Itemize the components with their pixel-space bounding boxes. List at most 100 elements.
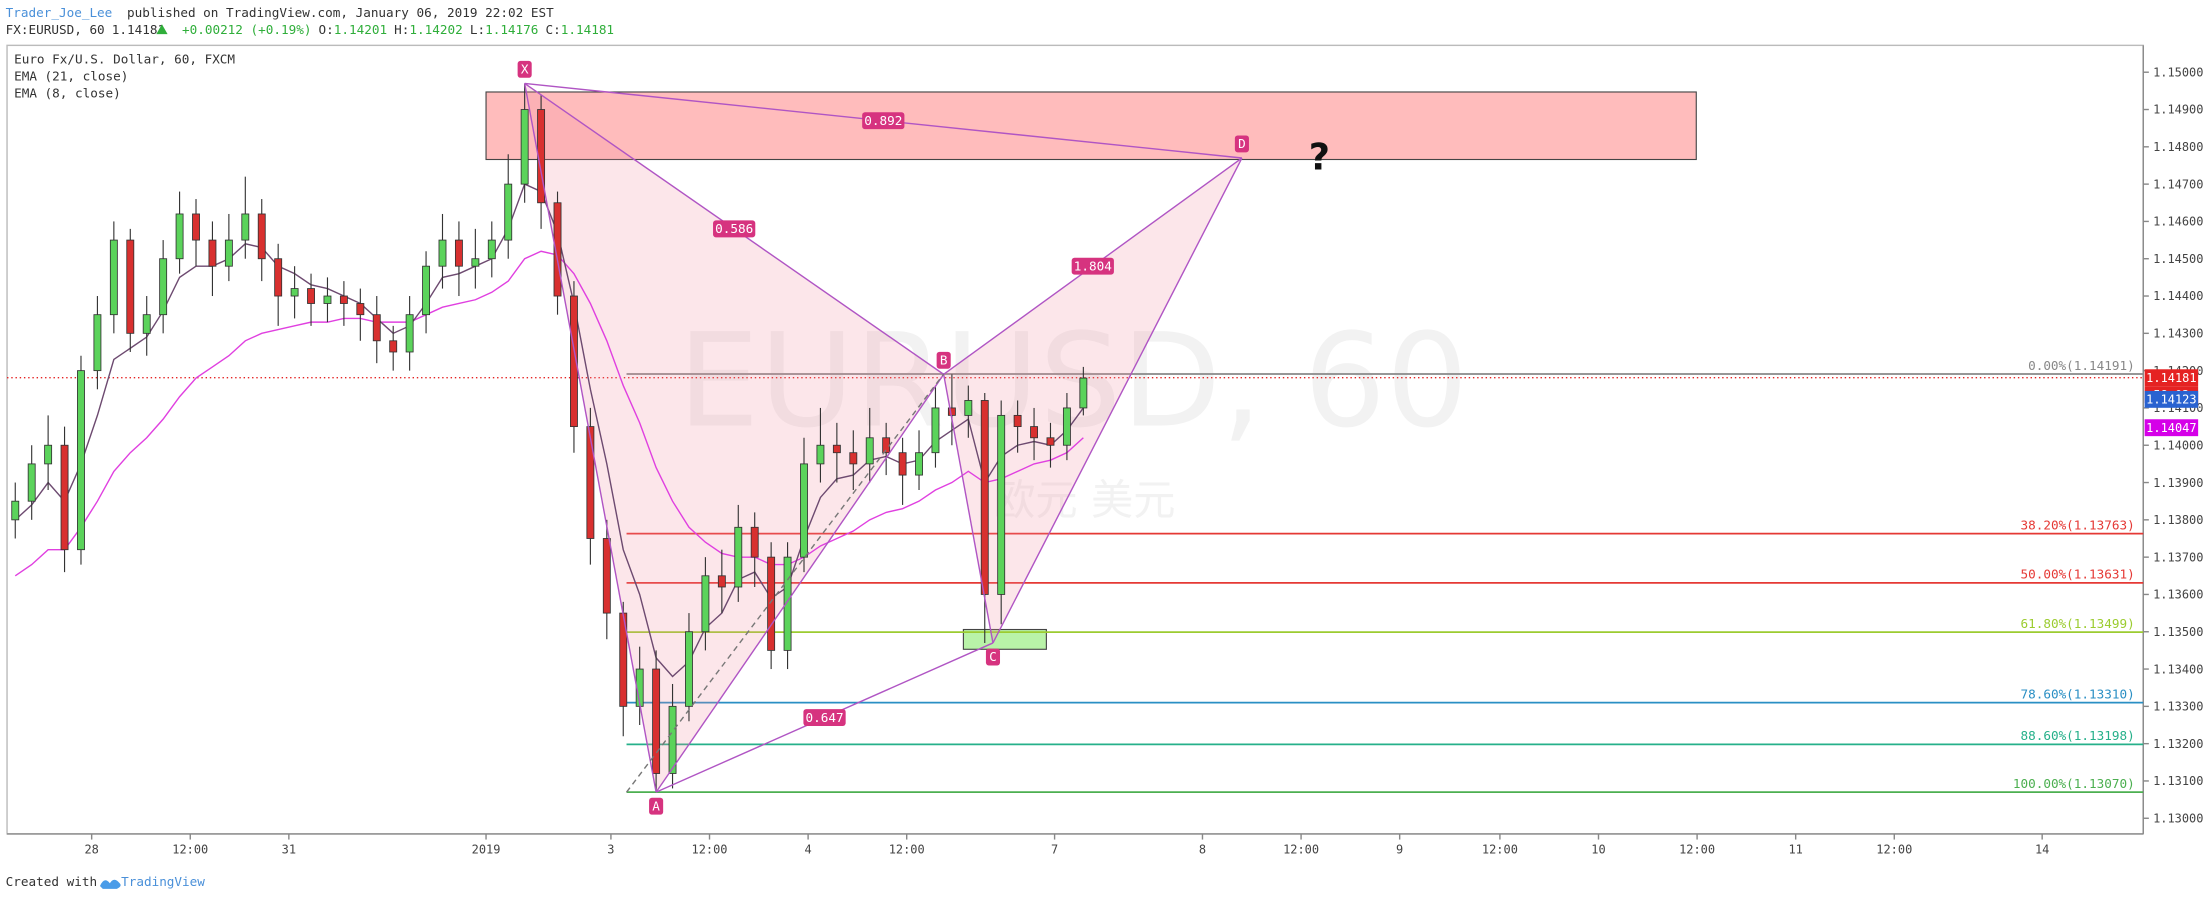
candle-body (553, 202, 562, 297)
price-tag (2144, 419, 2199, 437)
ohlc-value: 1.14176 (485, 22, 538, 37)
candle-body (290, 288, 299, 297)
candle-body (750, 526, 759, 558)
y-tick-label: 1.13800 (2153, 513, 2203, 527)
candle-body (586, 426, 595, 539)
x-tick-label: 12:00 (1482, 843, 1518, 857)
pattern-fill (943, 158, 1242, 643)
candle-body (109, 239, 118, 316)
ratio-label: 1.804 (1074, 258, 1112, 273)
candle-body (159, 258, 168, 316)
candle-body (520, 109, 529, 185)
candle-body (816, 444, 825, 465)
quote-text: FX:EURUSD, 60 1.14181 +0.00212 (+0.19%) O:1… (6, 22, 614, 37)
x-tick-label: 12:00 (692, 843, 728, 857)
x-tick-label: 11 (1788, 843, 1802, 857)
y-tick-label: 1.14600 (2153, 215, 2203, 229)
candle-body (734, 526, 743, 588)
fib-anchor (625, 373, 945, 793)
ratio-label: 0.586 (715, 221, 753, 236)
zone (485, 91, 1697, 161)
point-label: A (652, 798, 660, 813)
candle-body (372, 314, 381, 342)
candle-body (915, 452, 923, 476)
candle-body (307, 288, 315, 304)
candle-body (142, 314, 151, 334)
ohlc-key: H: (394, 22, 409, 37)
legend-entry: EMA (8, close) (14, 85, 121, 100)
x-tick-label: 12:00 (1283, 843, 1319, 857)
ohlc-key: C: (545, 22, 560, 37)
fib-label: 0.00%(1.14191) (2028, 358, 2135, 373)
x-tick-label: 31 (282, 843, 296, 857)
point-label: D (1238, 136, 1246, 151)
ratio-label: 0.892 (864, 113, 902, 128)
candle-body (997, 414, 1006, 595)
candle-body (800, 463, 808, 558)
y-tick-label: 1.14800 (2153, 140, 2203, 154)
candle-body (570, 295, 578, 428)
candle-body (208, 239, 217, 267)
candle-body (849, 452, 858, 465)
y-tick-label: 1.13900 (2153, 476, 2203, 490)
pattern-leg (942, 374, 994, 644)
candle-body (717, 575, 726, 588)
price-tag (2144, 390, 2199, 408)
candle-body (931, 407, 940, 454)
point-label: C (989, 649, 997, 664)
ohlc-key: L: (470, 22, 485, 37)
y-tick-label: 1.14300 (2153, 327, 2203, 341)
candle-body (1030, 426, 1038, 439)
y-tick-label: 1.14400 (2153, 289, 2203, 303)
y-tick-label: 1.15000 (2153, 65, 2203, 79)
price-tag-label: 1.14181 (2146, 371, 2196, 385)
candle-body (27, 463, 36, 502)
fib-label: 38.20%(1.13763) (2020, 517, 2134, 532)
author[interactable]: Trader_Joe_Lee (6, 5, 113, 20)
fib-label: 50.00%(1.13631) (2020, 567, 2134, 582)
y-tick-label: 1.13400 (2153, 662, 2203, 676)
last-price: 1.14181 (112, 22, 165, 37)
candle-body (454, 239, 463, 267)
candle-body (504, 183, 513, 241)
ratio-box (1071, 257, 1114, 275)
candle-body (257, 213, 266, 260)
legend-entry: EMA (21, close) (14, 69, 128, 84)
candle-body (471, 258, 480, 267)
price-tag (2144, 369, 2199, 387)
candle-body (652, 668, 661, 774)
ratio-box (862, 112, 905, 130)
point-box (1234, 135, 1249, 153)
quote-line: FX:EURUSD, 60 1.14181 +0.00212 (+0.19%) O:1… (6, 22, 614, 37)
x-tick-label: 28 (84, 843, 98, 857)
symbol: FX:EURUSD, 60 (6, 22, 105, 37)
candle-body (405, 314, 414, 353)
point-box (517, 60, 532, 78)
x-tick-label: 3 (607, 843, 614, 857)
candle-body (175, 213, 184, 260)
candle-body (126, 239, 135, 334)
up-arrow (156, 24, 168, 35)
candle-body (1079, 377, 1088, 409)
candle-body (783, 556, 792, 651)
zone (962, 628, 1047, 650)
fib-label: 88.60%(1.13198) (2020, 728, 2134, 743)
price-tag-label: 1.14123 (2146, 393, 2196, 407)
published: published on TradingView.com, January 06… (127, 5, 554, 20)
footer-created: Created with (6, 874, 97, 889)
point-box (985, 648, 1001, 666)
candle-body (224, 239, 233, 267)
legend-instrument: Euro Fx/U.S. Dollar, 60, FXCM (14, 52, 235, 67)
point-box (936, 351, 951, 369)
footer-logo (99, 879, 121, 889)
footer-brand[interactable]: TradingView (121, 874, 205, 889)
candle-body (1013, 414, 1022, 428)
y-tick-label: 1.13700 (2153, 550, 2203, 564)
candle-body (77, 370, 85, 551)
candle-body (356, 303, 365, 316)
candle-body (701, 575, 710, 633)
pattern-fill (524, 83, 944, 793)
y-tick-label: 1.14500 (2153, 252, 2203, 266)
candle-body (685, 631, 693, 707)
y-tick-label: 1.14900 (2153, 103, 2203, 117)
